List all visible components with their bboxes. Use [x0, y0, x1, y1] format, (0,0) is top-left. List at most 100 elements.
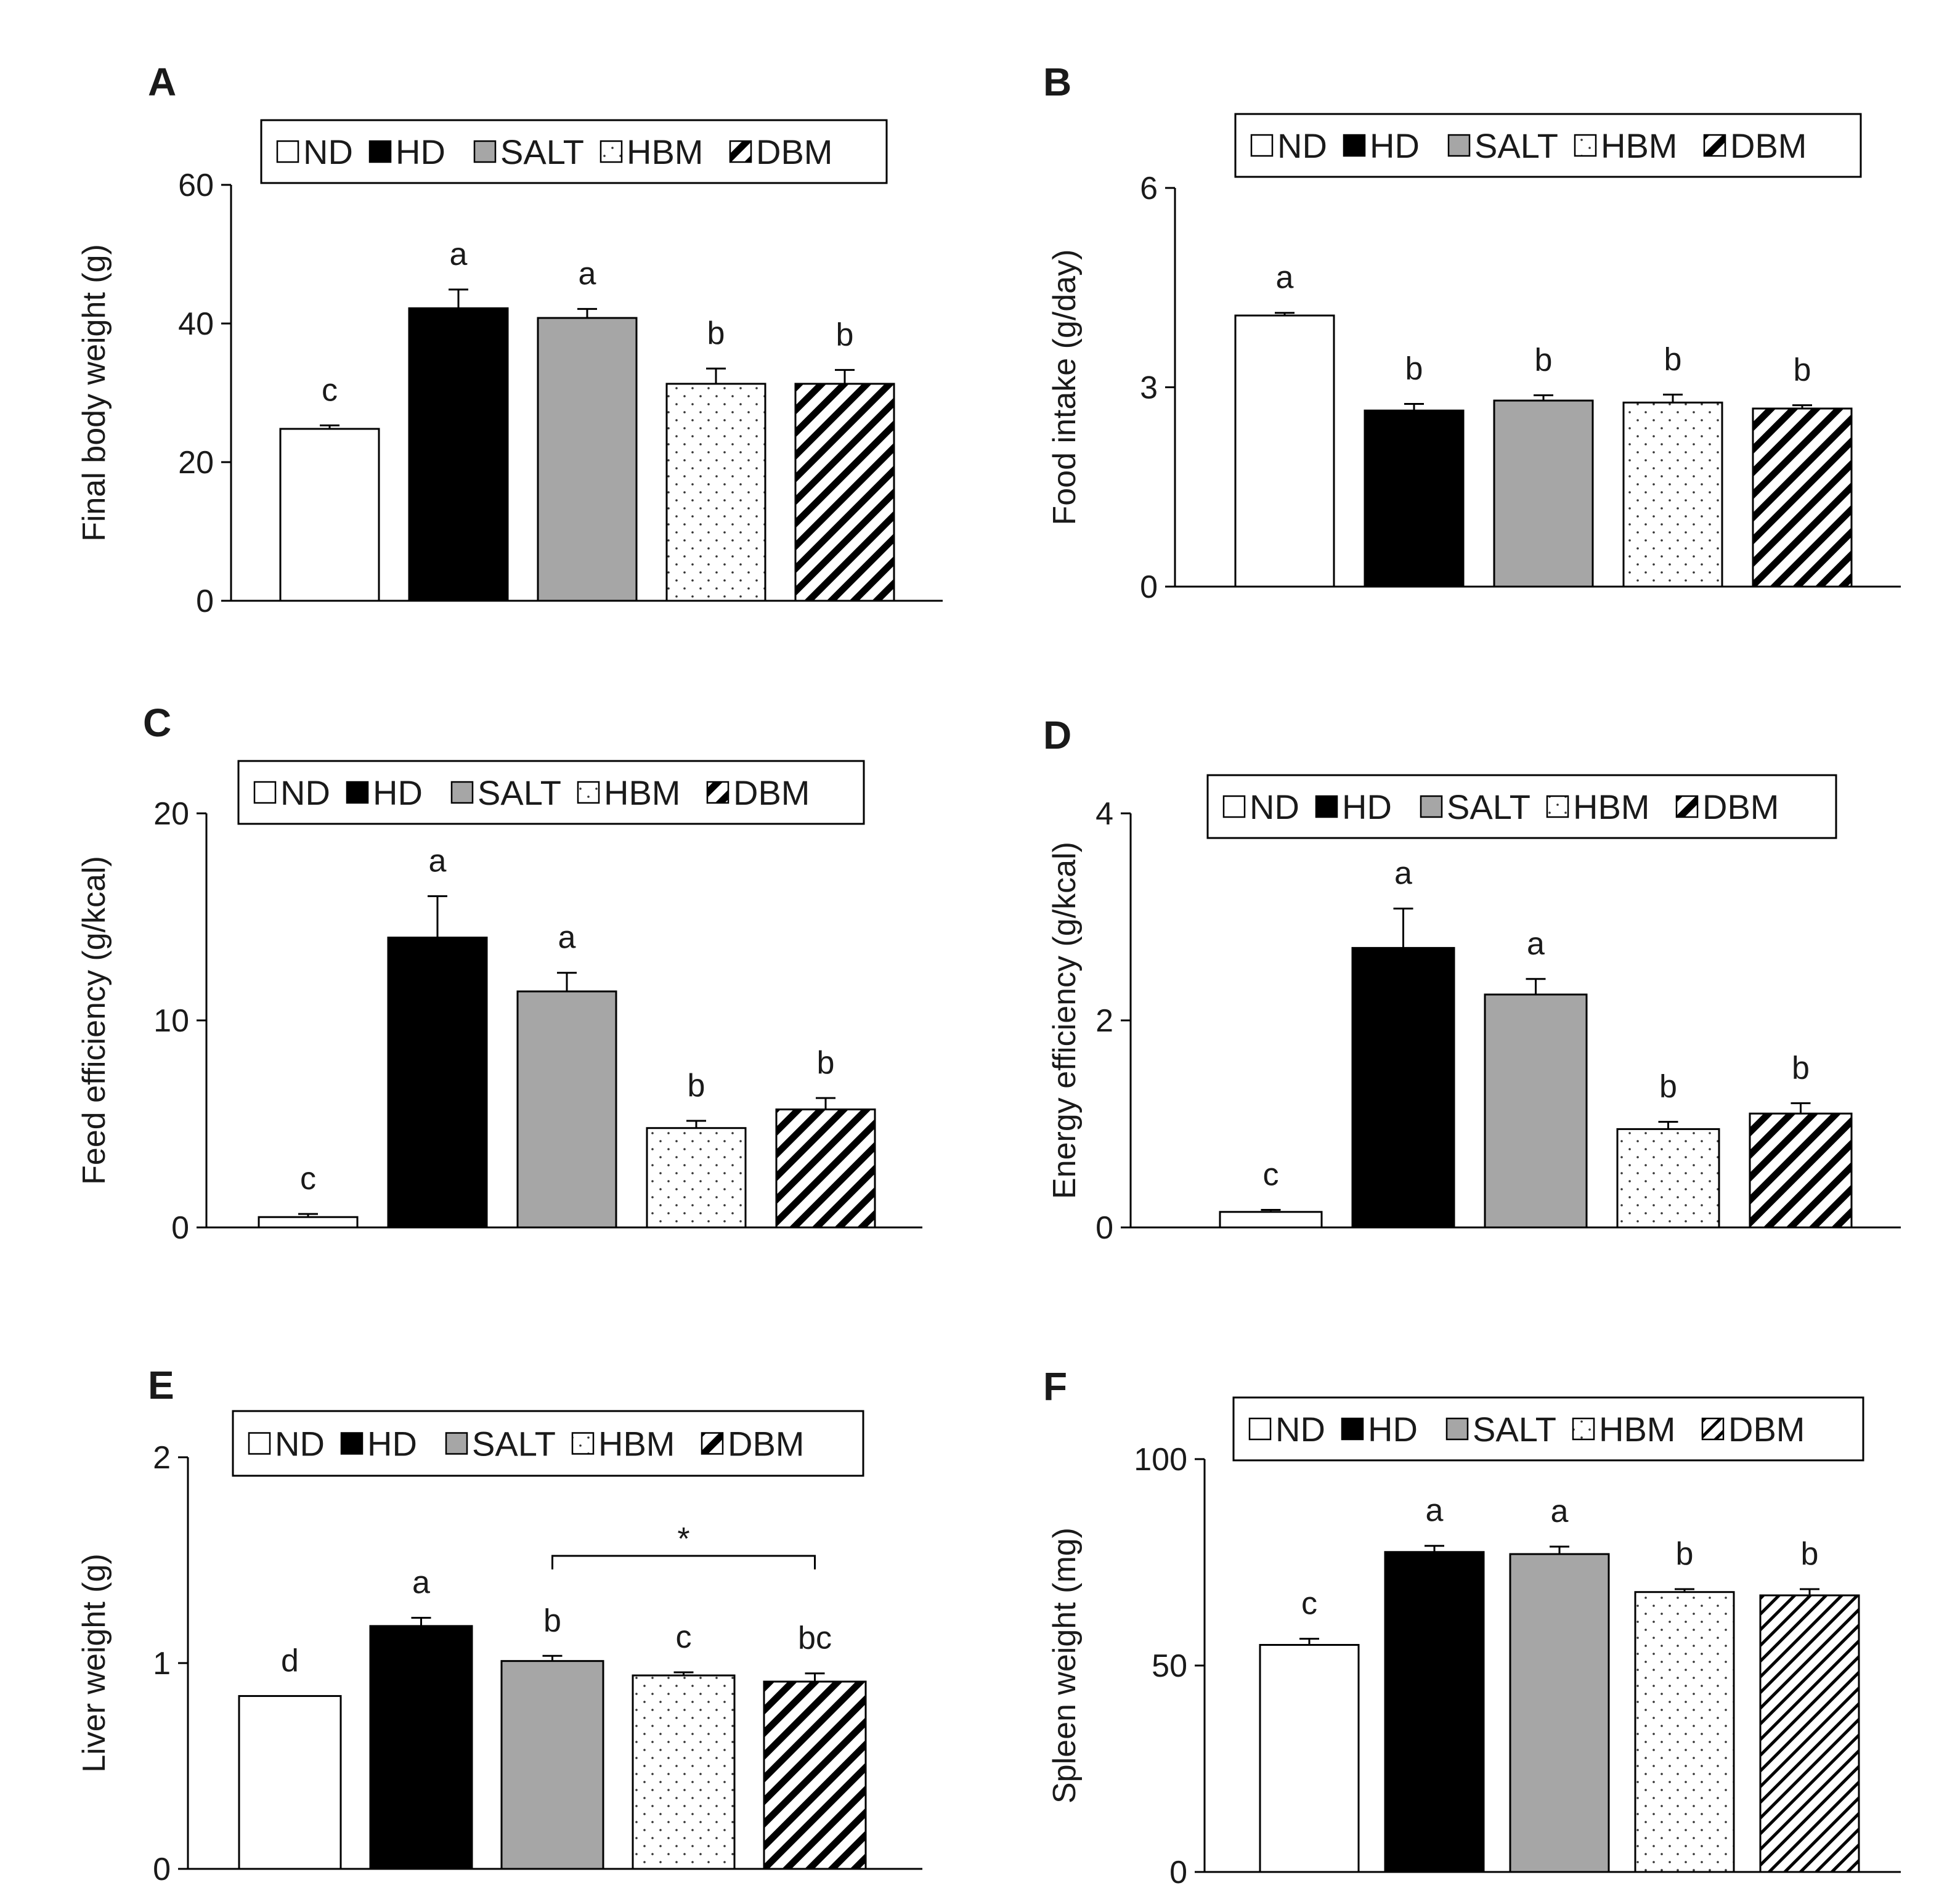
legend-label-salt: SALT	[1474, 126, 1558, 165]
legend-frame	[1206, 774, 1837, 839]
legend-swatch-hd	[346, 781, 369, 804]
significance-letter: c	[322, 372, 338, 408]
legend-label-nd: ND	[1275, 1410, 1325, 1449]
legend-swatch-salt	[450, 781, 474, 804]
legend: ND HD SALT HBM DBM	[1206, 774, 1837, 839]
y-tick-label: 0	[1096, 1210, 1113, 1246]
legend-swatch-nd	[1222, 795, 1246, 818]
y-tick-label: 2	[1096, 1003, 1113, 1039]
legend-label-hbm: HBM	[604, 773, 680, 812]
chart-panel-f: F 0 50 100 Spleen weight (mg) c a a b b ND HD SALT HB…	[1043, 1364, 1901, 1890]
legend-label-dbm: DBM	[733, 773, 810, 812]
legend-swatch-hd	[340, 1432, 364, 1455]
panel-label: F	[1043, 1364, 1067, 1409]
y-tick-label: 6	[1140, 171, 1158, 206]
significance-letter: a	[558, 920, 576, 956]
bar-dbm	[1749, 1112, 1853, 1229]
legend-label-nd: ND	[275, 1425, 325, 1463]
bar-dbm	[1759, 1594, 1860, 1873]
significance-letter: b	[1659, 1069, 1677, 1105]
y-tick-label: 2	[153, 1440, 171, 1476]
y-axis-title: Feed efficiency (g/kcal)	[76, 856, 112, 1185]
significance-letter: b	[836, 317, 854, 352]
legend-swatch-hbm	[1574, 134, 1597, 157]
significance-letter: a	[1551, 1494, 1569, 1529]
legend-label-nd: ND	[1250, 787, 1299, 826]
significance-letter: b	[1535, 342, 1553, 378]
y-tick-label: 0	[1140, 569, 1158, 605]
significance-letter: a	[579, 256, 596, 291]
legend-label-dbm: DBM	[1730, 126, 1807, 165]
legend-swatch-salt	[473, 140, 497, 163]
legend-swatch-nd	[276, 140, 299, 163]
significance-letter: bc	[798, 1621, 832, 1656]
legend-swatch-hd	[368, 140, 392, 163]
significance-letter: b	[707, 315, 725, 351]
bar-nd	[1259, 1644, 1360, 1873]
legend-swatch-nd	[1250, 134, 1274, 157]
bar-hbm	[1634, 1591, 1735, 1873]
legend: ND HD SALT HBM DBM	[232, 1410, 864, 1477]
bar-dbm	[763, 1680, 867, 1870]
legend-label-hd: HD	[367, 1425, 417, 1463]
significance-letter: a	[1527, 926, 1545, 962]
significance-letter: b	[1801, 1536, 1819, 1572]
y-tick-label: 3	[1140, 370, 1158, 406]
legend-frame	[1232, 1396, 1864, 1462]
y-axis-title: Food intake (g/day)	[1047, 249, 1083, 525]
legend-swatch-hbm	[571, 1432, 595, 1455]
legend-swatch-hd	[1343, 134, 1366, 157]
legend-swatch-dbm	[706, 781, 730, 804]
significance-letter: b	[817, 1045, 835, 1081]
bar-nd	[1219, 1211, 1323, 1229]
legend: ND HD SALT HBM DBM	[260, 119, 888, 184]
y-tick-label: 20	[153, 796, 189, 832]
bar-salt	[1493, 399, 1594, 588]
bar-hd	[408, 307, 509, 602]
legend-label-hbm: HBM	[1573, 787, 1649, 826]
bar-nd	[279, 428, 380, 602]
bar-salt	[1484, 993, 1588, 1229]
significance-letter: b	[1792, 1050, 1810, 1086]
bar-dbm	[794, 383, 895, 602]
legend-label-hd: HD	[1342, 787, 1392, 826]
bar-hd	[1384, 1551, 1485, 1873]
significance-letter: b	[1664, 341, 1682, 377]
bar-hbm	[1616, 1128, 1720, 1229]
significance-letter: a	[1394, 856, 1412, 892]
bar-hbm	[1622, 401, 1723, 588]
y-tick-label: 100	[1134, 1442, 1187, 1478]
chart-panel-c: C 0 10 20 Feed efficiency (g/kcal) c a a b b ND HD S…	[76, 701, 922, 1246]
legend-swatch-salt	[1447, 134, 1471, 157]
legend-label-dbm: DBM	[728, 1425, 804, 1463]
bar-salt	[516, 990, 617, 1229]
legend-label-hd: HD	[1370, 126, 1420, 165]
bar-hbm	[665, 383, 766, 602]
panel-label: C	[143, 701, 171, 745]
legend-label-nd: ND	[280, 773, 330, 812]
y-axis-title: Liver weight (g)	[76, 1553, 112, 1772]
legend-label-dbm: DBM	[1702, 787, 1779, 826]
legend-label-hbm: HBM	[1599, 1410, 1675, 1449]
y-axis-title: Spleen weight (mg)	[1047, 1528, 1083, 1804]
legend-swatch-hbm	[577, 781, 600, 804]
y-tick-label: 0	[153, 1852, 171, 1887]
legend-label-salt: SALT	[500, 132, 584, 171]
legend-swatch-dbm	[1703, 134, 1726, 157]
legend-frame	[237, 760, 865, 825]
legend-swatch-hbm	[600, 140, 623, 163]
legend-swatch-hd	[1341, 1417, 1364, 1441]
bar-salt	[537, 317, 638, 602]
legend-swatch-salt	[445, 1432, 468, 1455]
significance-letter: a	[429, 843, 447, 879]
legend-frame	[260, 119, 888, 184]
legend-label-salt: SALT	[1473, 1410, 1556, 1449]
significance-letter: d	[281, 1643, 299, 1678]
y-axis-title: Final body weight (g)	[76, 244, 112, 542]
legend-swatch-salt	[1445, 1417, 1469, 1441]
legend-frame	[232, 1410, 864, 1477]
chart-panel-a: A 0 20 40 60 Final body weight (g) c a a b b ND HD SA…	[76, 60, 943, 619]
bar-hd	[387, 937, 488, 1229]
